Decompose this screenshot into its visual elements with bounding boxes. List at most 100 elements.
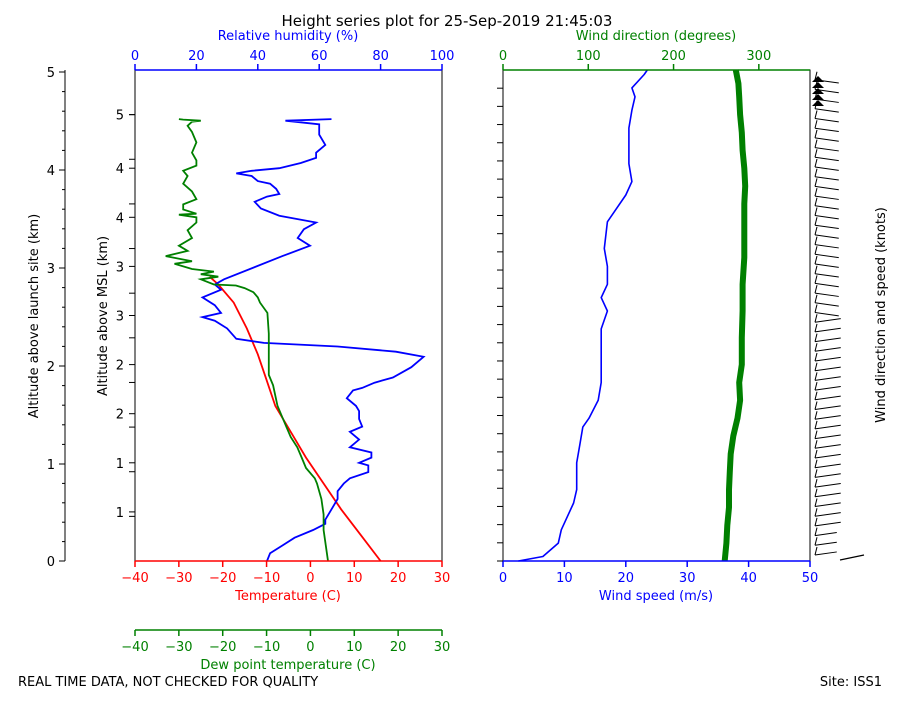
- right-minor-tick-group: [497, 87, 503, 562]
- wind-barb: [814, 195, 839, 200]
- tick-label: −30: [165, 571, 192, 586]
- wind-barb: [814, 415, 841, 420]
- wind-barb: [814, 473, 841, 478]
- wind-barb-flag: [814, 129, 818, 139]
- tick-label: 4: [116, 162, 124, 177]
- tick-label: −10: [253, 571, 280, 586]
- wind-barb: [814, 541, 837, 546]
- wind-barb: [814, 347, 841, 352]
- tick-label: 10: [346, 640, 363, 655]
- wind-barb: [814, 234, 839, 239]
- wind-barb-flag: [814, 187, 818, 197]
- wind-barb: [814, 118, 839, 123]
- tick-label: 10: [346, 571, 363, 586]
- wind-barb-flag: [814, 469, 818, 478]
- tick-label: 20: [188, 49, 205, 64]
- wind-barb-flag: [814, 294, 818, 303]
- wind-barb-flag: [814, 217, 818, 226]
- wind-barb-flag: [814, 197, 818, 206]
- dew-point-line: [165, 118, 329, 562]
- wind-pennant: [812, 100, 824, 106]
- temperature-tick-group: −40 −30 −20 −10 0 10 20 30: [121, 561, 450, 586]
- wind-barb-flag: [814, 411, 818, 420]
- temperature-line: [208, 276, 382, 562]
- tick-label: −10: [253, 640, 280, 655]
- wind-barb: [814, 366, 841, 372]
- tick-label: −20: [209, 571, 236, 586]
- relative-humidity-line: [198, 118, 426, 562]
- tick-label: 200: [661, 49, 686, 64]
- wind-barb-flag: [814, 314, 818, 323]
- wind-barb: [814, 318, 841, 323]
- right-plot-area: [502, 69, 811, 562]
- quality-note: REAL TIME DATA, NOT CHECKED FOR QUALITY: [18, 675, 318, 690]
- dewpoint-tick-group: −40 −30 −20 −10 0 10 20 30: [121, 630, 450, 655]
- wind-direction-tick-group: 0 100 200 300: [499, 49, 771, 70]
- wind-barbs-group: [812, 71, 865, 561]
- tick-label: 20: [390, 571, 407, 586]
- msl-axis-label: Altitude above MSL (km): [96, 236, 111, 396]
- wind-barb-flag: [814, 517, 818, 527]
- tick-label: 0: [47, 555, 55, 570]
- wind-barb-flag: [814, 430, 818, 439]
- launch-tick-group: 0 1 2 3 4 5: [47, 66, 65, 570]
- wind-barb: [814, 263, 839, 268]
- tick-label: 3: [47, 262, 55, 277]
- tick-label: −40: [121, 640, 148, 655]
- wind-barb: [814, 156, 839, 162]
- wind-barb: [814, 395, 841, 401]
- wind-barb-flag: [814, 488, 818, 497]
- wind-barb: [814, 405, 841, 410]
- tick-label: 2: [116, 359, 124, 374]
- wind-barb: [814, 376, 841, 381]
- tick-label: 40: [250, 49, 267, 64]
- wind-barb: [814, 273, 839, 278]
- wind-barb: [814, 108, 839, 113]
- wind-barb-flag: [814, 168, 818, 177]
- wind-barb-flag: [814, 226, 818, 236]
- wind-barb-flag: [814, 352, 818, 362]
- wind-barb-flag: [814, 440, 818, 449]
- wind-barb-flag: [814, 71, 818, 80]
- wind-barb: [814, 244, 839, 249]
- tick-label: 100: [576, 49, 601, 64]
- tick-label: 1: [47, 458, 55, 473]
- wind-barb-flag: [814, 323, 818, 333]
- humidity-tick-group: 0 20 40 60 80 100: [131, 49, 454, 70]
- wind-speed-line: [518, 69, 648, 562]
- tick-label: 3: [116, 260, 124, 275]
- wind-barb-flag: [814, 381, 818, 391]
- wind-barb: [814, 312, 839, 317]
- tick-label: 30: [434, 640, 451, 655]
- wind-barb-flag: [814, 527, 818, 536]
- wind-barb-flag: [814, 207, 818, 216]
- wind-barb: [814, 482, 841, 488]
- wind-barb: [814, 302, 839, 307]
- dewpoint-axis-label: Dew point temperature (C): [200, 658, 375, 673]
- wind-barb-flag: [814, 178, 818, 187]
- tick-label: 20: [618, 571, 635, 586]
- wind-barb-flag: [814, 391, 818, 400]
- wind-barb-flag: [814, 246, 818, 255]
- wind-barb: [814, 176, 839, 181]
- chart-title: Height series plot for 25-Sep-2019 21:45…: [282, 12, 613, 30]
- wind-barb: [814, 224, 839, 230]
- wind-barb: [814, 512, 841, 517]
- wind-barb-flag: [814, 139, 818, 148]
- wind-barb-flag: [814, 498, 818, 507]
- tick-label: 2: [116, 408, 124, 423]
- tick-label: 10: [556, 571, 573, 586]
- wind-barb: [814, 385, 841, 391]
- wind-barb: [814, 253, 839, 259]
- wind-barb: [814, 292, 839, 297]
- tick-label: −30: [165, 640, 192, 655]
- wind-pennant: [812, 88, 824, 94]
- wind-barb-flag: [814, 508, 818, 517]
- wind-barb-flag: [814, 372, 818, 381]
- tick-label: 50: [802, 571, 819, 586]
- wind-barb: [814, 551, 837, 556]
- wind-barb: [814, 434, 841, 440]
- wind-barb: [814, 205, 839, 210]
- wind-barb: [814, 166, 839, 171]
- wind-barb-flag: [814, 255, 818, 265]
